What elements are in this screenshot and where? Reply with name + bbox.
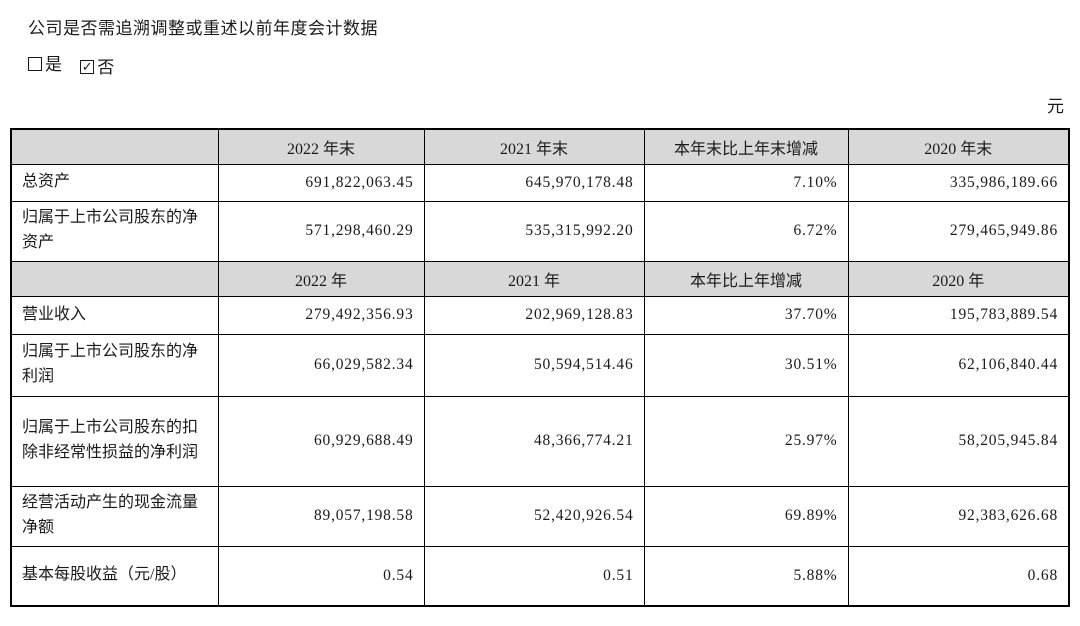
value-cell: 0.54 xyxy=(217,545,425,607)
table-header-row-year: 2022 年 2021 年 本年比上年增减 2020 年 xyxy=(10,260,1070,297)
value-cell: 645,970,178.48 xyxy=(423,163,645,202)
table-row: 基本每股收益（元/股） 0.54 0.51 5.88% 0.68 xyxy=(10,545,1070,607)
value-cell: 6.72% xyxy=(643,200,849,262)
financial-summary-table: 2022 年末 2021 年末 本年末比上年末增减 2020 年末 总资产 69… xyxy=(10,128,1070,607)
value-cell: 66,029,582.34 xyxy=(217,333,425,397)
row-label: 归属于上市公司股东的扣除非经常性损益的净利润 xyxy=(10,395,219,487)
table-row: 总资产 691,822,063.45 645,970,178.48 7.10% … xyxy=(10,163,1070,202)
table-row: 营业收入 279,492,356.93 202,969,128.83 37.70… xyxy=(10,295,1070,335)
value-cell: 30.51% xyxy=(643,333,849,397)
value-cell: 62,106,840.44 xyxy=(847,333,1070,397)
table-header-row-yearend: 2022 年末 2021 年末 本年末比上年末增减 2020 年末 xyxy=(10,128,1070,165)
yes-no-options: 是 ✓ 否 xyxy=(28,50,128,78)
value-cell: 0.51 xyxy=(423,545,645,607)
row-label: 总资产 xyxy=(10,163,219,202)
table-row: 经营活动产生的现金流量净额 89,057,198.58 52,420,926.5… xyxy=(10,485,1070,547)
value-cell: 195,783,889.54 xyxy=(847,295,1070,335)
row-label: 归属于上市公司股东的净利润 xyxy=(10,333,219,397)
row-label: 基本每股收益（元/股） xyxy=(10,545,219,607)
header-cell xyxy=(10,128,219,165)
value-cell: 335,986,189.66 xyxy=(847,163,1070,202)
value-cell: 58,205,945.84 xyxy=(847,395,1070,487)
header-cell: 2021 年末 xyxy=(423,128,645,165)
no-option: ✓ 否 xyxy=(80,53,114,78)
value-cell: 52,420,926.54 xyxy=(423,485,645,547)
yes-label: 是 xyxy=(45,55,62,74)
yes-checkbox[interactable] xyxy=(28,56,42,71)
value-cell: 279,492,356.93 xyxy=(217,295,425,335)
row-label: 经营活动产生的现金流量净额 xyxy=(10,485,219,547)
table-row: 归属于上市公司股东的净资产 571,298,460.29 535,315,992… xyxy=(10,200,1070,262)
value-cell: 0.68 xyxy=(847,545,1070,607)
question-text: 公司是否需追溯调整或重述以前年度会计数据 xyxy=(28,19,378,38)
value-cell: 69.89% xyxy=(643,485,849,547)
header-cell xyxy=(10,260,219,297)
table-row: 归属于上市公司股东的扣除非经常性损益的净利润 60,929,688.49 48,… xyxy=(10,395,1070,487)
header-cell: 本年末比上年末增减 xyxy=(643,128,849,165)
header-cell: 本年比上年增减 xyxy=(643,260,849,297)
value-cell: 691,822,063.45 xyxy=(217,163,425,202)
row-label: 营业收入 xyxy=(10,295,219,335)
no-checkbox[interactable]: ✓ xyxy=(80,59,95,75)
value-cell: 50,594,514.46 xyxy=(423,333,645,397)
header-cell: 2020 年末 xyxy=(847,128,1070,165)
value-cell: 202,969,128.83 xyxy=(423,295,645,335)
row-label: 归属于上市公司股东的净资产 xyxy=(10,200,219,262)
no-label: 否 xyxy=(97,58,115,77)
value-cell: 89,057,198.58 xyxy=(217,485,425,547)
value-cell: 37.70% xyxy=(643,295,849,335)
value-cell: 60,929,688.49 xyxy=(217,395,425,487)
header-cell: 2021 年 xyxy=(423,260,645,297)
yes-option: 是 xyxy=(28,50,62,75)
header-cell: 2020 年 xyxy=(847,260,1070,297)
value-cell: 571,298,460.29 xyxy=(217,200,425,262)
value-cell: 7.10% xyxy=(643,163,849,202)
table-row: 归属于上市公司股东的净利润 66,029,582.34 50,594,514.4… xyxy=(10,333,1070,397)
value-cell: 535,315,992.20 xyxy=(423,200,645,262)
value-cell: 279,465,949.86 xyxy=(847,200,1070,262)
value-cell: 48,366,774.21 xyxy=(423,395,645,487)
header-cell: 2022 年末 xyxy=(217,128,425,165)
value-cell: 92,383,626.68 xyxy=(847,485,1070,547)
header-cell: 2022 年 xyxy=(217,260,425,297)
value-cell: 5.88% xyxy=(643,545,849,607)
value-cell: 25.97% xyxy=(643,395,849,487)
currency-unit-label: 元 xyxy=(1047,97,1064,116)
